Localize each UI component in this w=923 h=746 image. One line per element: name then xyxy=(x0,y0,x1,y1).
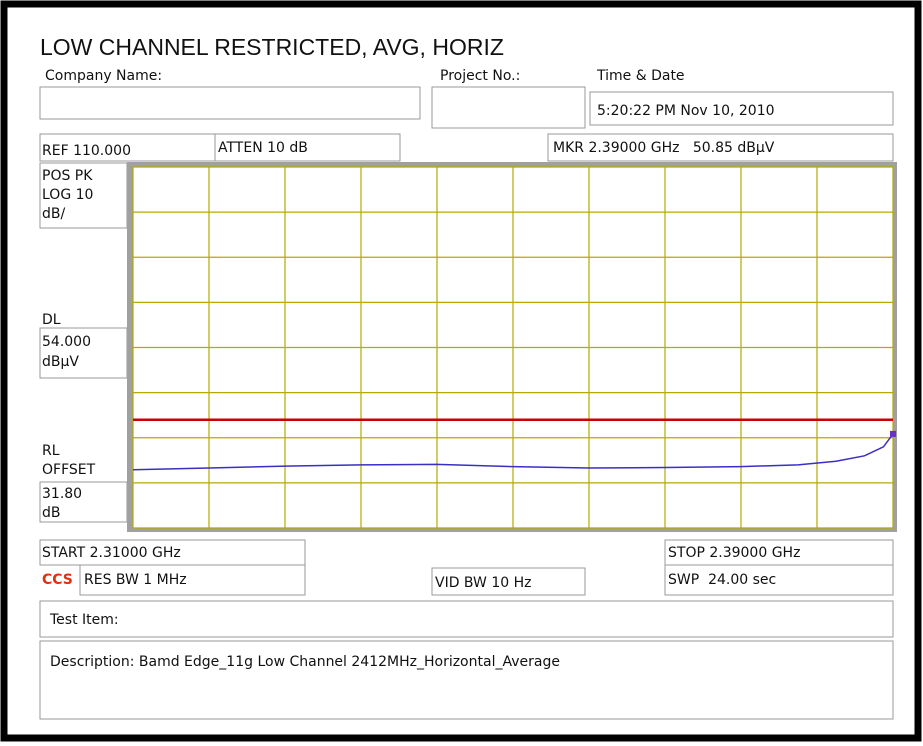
vid-bw-box xyxy=(431,567,586,596)
sweep: SWP 24.00 sec xyxy=(668,572,776,588)
test-item: Test Item: xyxy=(49,612,119,628)
sweep-box xyxy=(664,564,894,596)
stop-box xyxy=(664,539,894,566)
time-box xyxy=(589,91,894,126)
vid-bw: VID BW 10 Hz xyxy=(435,575,531,591)
start: START 2.31000 GHz xyxy=(42,545,181,561)
marker-readout: MKR 2.39000 GHz 50.85 dBμV xyxy=(553,140,775,156)
time-value: 5:20:22 PM Nov 10, 2010 xyxy=(597,103,775,119)
rl-box xyxy=(39,481,128,523)
rl-label: RL xyxy=(42,443,60,459)
description: Description: Bamd Edge_11g Low Channel 2… xyxy=(50,654,560,670)
detector: dB/ xyxy=(42,206,65,222)
marker xyxy=(890,430,896,437)
time-label: Time & Date xyxy=(596,68,685,84)
detector-box xyxy=(39,162,128,229)
start-box xyxy=(39,539,306,566)
dl-value: dBμV xyxy=(42,354,79,370)
dl-value: 54.000 xyxy=(42,334,91,350)
res-bw: RES BW 1 MHz xyxy=(84,572,187,588)
atten: ATTEN 10 dB xyxy=(218,140,308,156)
atten-box xyxy=(214,133,401,162)
marker-box xyxy=(547,133,894,162)
rl-label: OFFSET xyxy=(42,462,96,478)
company-label: Company Name: xyxy=(45,68,162,84)
description-box xyxy=(39,640,894,720)
dl-box xyxy=(39,327,128,379)
stop: STOP 2.39000 GHz xyxy=(668,545,800,561)
project-label: Project No.: xyxy=(440,68,520,84)
title: LOW CHANNEL RESTRICTED, AVG, HORIZ xyxy=(40,34,504,60)
rl-value: 31.80 xyxy=(42,486,82,502)
logo: CCS xyxy=(42,572,73,588)
res-bw-box xyxy=(79,564,306,596)
test-item-box xyxy=(39,600,894,638)
trace xyxy=(132,433,894,471)
detector: LOG 10 xyxy=(42,187,93,203)
ref: REF 110.000 xyxy=(42,143,131,159)
project-box xyxy=(431,86,586,129)
company-box xyxy=(39,86,421,120)
ref-box xyxy=(39,133,216,162)
rl-value: dB xyxy=(42,505,61,521)
dl-label: DL xyxy=(42,312,61,328)
detector: POS PK xyxy=(42,168,93,184)
